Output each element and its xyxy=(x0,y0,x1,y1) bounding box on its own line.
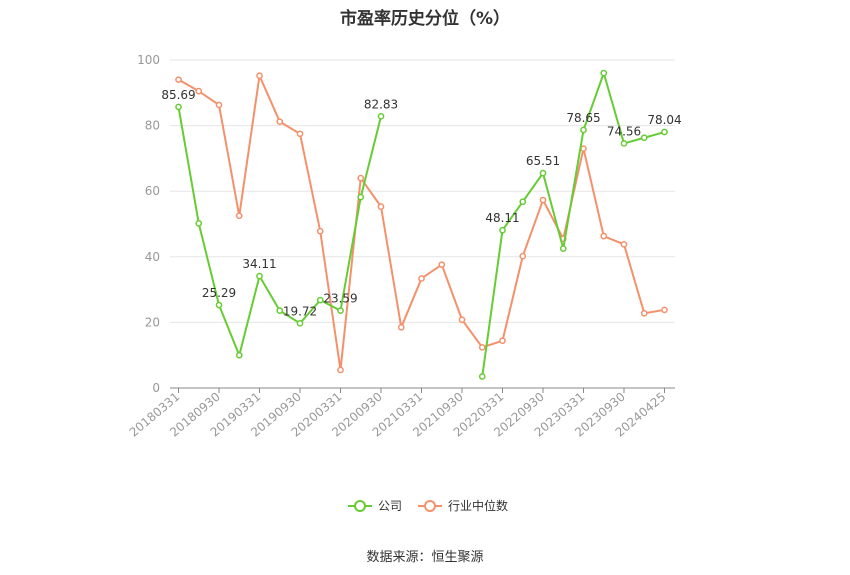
data-point-company xyxy=(600,69,608,77)
data-point-company xyxy=(296,319,304,327)
data-point-industry xyxy=(337,366,344,374)
data-point-industry xyxy=(235,212,243,220)
data-point-company xyxy=(640,134,648,142)
series-line-company xyxy=(481,72,665,377)
legend-marker xyxy=(354,500,366,512)
data-point-company xyxy=(235,351,243,359)
data-point-industry xyxy=(640,309,648,317)
legend-marker xyxy=(424,500,436,512)
data-point-industry xyxy=(397,323,405,331)
data-label: 65.51 xyxy=(526,154,560,168)
data-label: 78.65 xyxy=(566,111,600,125)
data-label: 78.04 xyxy=(647,113,681,127)
data-point-company xyxy=(661,128,668,136)
data-label: 74.56 xyxy=(607,124,641,138)
data-point-industry xyxy=(661,306,668,314)
data-label: 85.69 xyxy=(161,88,195,102)
data-point-company xyxy=(175,103,182,111)
data-point-industry xyxy=(458,316,466,324)
data-point-industry xyxy=(418,275,425,282)
data-label: 23.59 xyxy=(323,292,357,306)
data-point-industry xyxy=(539,196,547,204)
data-point-industry xyxy=(276,118,284,126)
data-point-industry xyxy=(377,203,385,210)
data-point-industry xyxy=(296,130,304,138)
data-label: 25.29 xyxy=(202,286,236,300)
data-point-company xyxy=(539,169,547,177)
chart-title: 市盈率历史分位（%） xyxy=(339,9,511,29)
data-label: 34.11 xyxy=(242,257,276,271)
data-point-industry xyxy=(478,343,486,351)
data-point-company xyxy=(276,307,284,314)
data-point-company xyxy=(337,307,344,314)
data-point-industry xyxy=(519,252,527,260)
data-point-industry xyxy=(600,232,608,240)
data-point-industry xyxy=(580,145,587,152)
data-label: 19.72 xyxy=(283,304,317,318)
legend-label: 公司 xyxy=(378,499,402,513)
data-point-company xyxy=(357,193,365,201)
data-point-company xyxy=(519,198,527,206)
data-point-industry xyxy=(215,101,223,109)
data-point-company xyxy=(559,245,567,252)
data-label: 48.11 xyxy=(485,211,519,225)
legend-label: 行业中位数 xyxy=(448,498,508,513)
data-point-company xyxy=(499,226,506,234)
data-point-company xyxy=(377,112,385,120)
y-tick-label: 80 xyxy=(145,119,160,133)
data-point-company xyxy=(316,296,324,304)
data-point-company xyxy=(478,373,486,380)
data-label: 82.83 xyxy=(364,97,398,111)
y-tick-label: 20 xyxy=(145,315,160,329)
data-point-industry xyxy=(256,72,263,80)
data-point-company xyxy=(256,272,263,280)
y-tick-label: 0 xyxy=(152,381,160,395)
data-source: 数据来源：恒生聚源 xyxy=(366,550,484,565)
data-point-company xyxy=(620,140,628,147)
data-point-company xyxy=(215,301,223,309)
data-point-industry xyxy=(195,87,203,95)
y-tick-label: 60 xyxy=(145,184,160,198)
y-tick-label: 100 xyxy=(137,53,160,67)
y-tick-label: 40 xyxy=(145,250,160,264)
data-point-industry xyxy=(357,174,365,182)
data-point-company xyxy=(580,126,587,134)
data-point-company xyxy=(195,219,203,227)
data-point-industry xyxy=(175,76,182,84)
data-point-industry xyxy=(620,240,628,248)
data-point-industry xyxy=(438,261,446,269)
data-point-industry xyxy=(316,227,324,235)
series-line-company xyxy=(177,106,382,357)
data-point-industry xyxy=(499,337,506,345)
